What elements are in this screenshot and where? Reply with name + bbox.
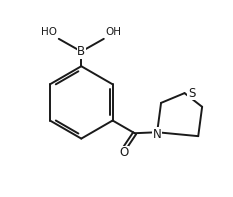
Text: B: B bbox=[77, 45, 85, 58]
Text: O: O bbox=[119, 146, 129, 159]
Text: HO: HO bbox=[41, 27, 57, 37]
Text: S: S bbox=[188, 87, 195, 100]
Text: OH: OH bbox=[106, 27, 122, 37]
Text: N: N bbox=[153, 128, 161, 141]
